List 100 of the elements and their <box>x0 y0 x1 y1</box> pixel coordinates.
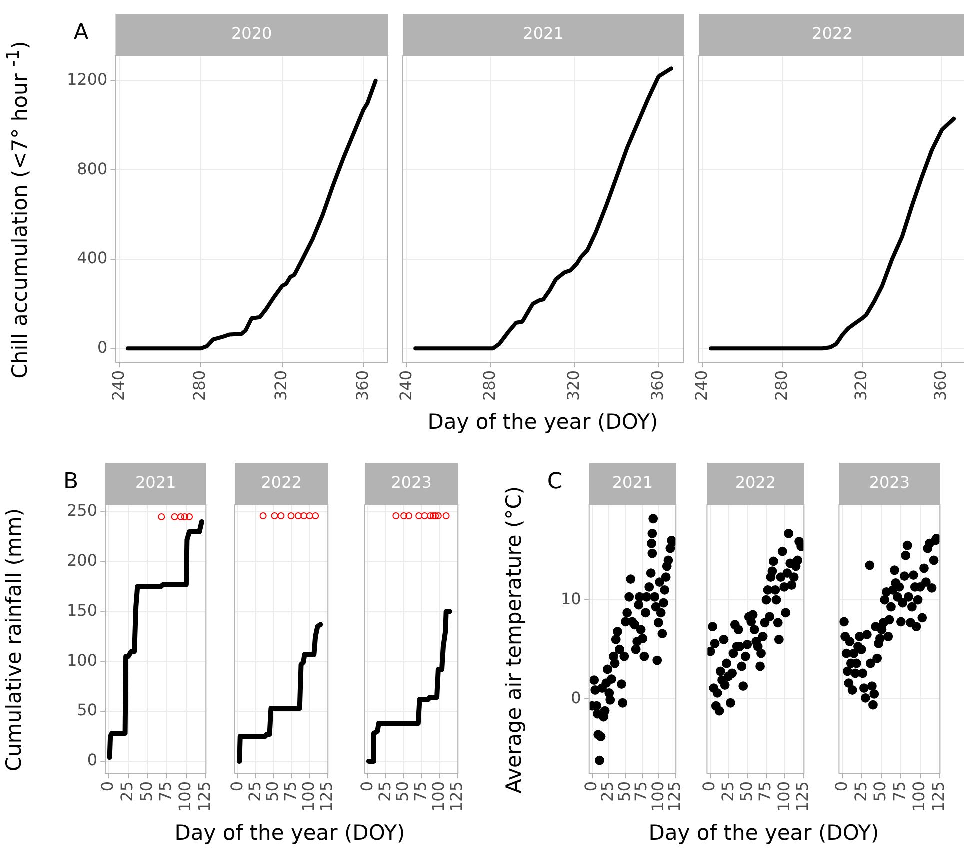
point <box>750 625 760 635</box>
y-axis-title: Average air temperature (°C) <box>501 485 527 796</box>
point <box>648 514 658 524</box>
x-tick-label: 125 <box>928 781 948 812</box>
x-tick-label: 75 <box>411 781 430 802</box>
x-tick-label: 125 <box>446 781 466 812</box>
point <box>738 682 748 691</box>
chart-title: 2021 <box>523 24 564 44</box>
point <box>613 627 622 636</box>
x-tick-label: 25 <box>375 781 394 802</box>
x-tick-label: 280 <box>480 370 500 402</box>
x-tick-label: 125 <box>792 781 812 812</box>
point <box>710 638 720 648</box>
point <box>760 618 770 628</box>
point <box>656 608 666 618</box>
x-tick-label: 125 <box>664 781 684 812</box>
point <box>600 706 610 716</box>
point <box>772 595 782 605</box>
point <box>740 652 750 662</box>
point <box>636 625 646 635</box>
point <box>610 658 620 668</box>
point <box>644 582 654 592</box>
x-tick-label: 360 <box>352 370 372 402</box>
point <box>756 648 766 658</box>
point <box>611 635 621 644</box>
point <box>742 640 752 650</box>
point <box>737 662 747 672</box>
point <box>756 662 765 672</box>
x-tick-label: 100 <box>429 781 448 812</box>
point <box>650 592 660 602</box>
point <box>646 568 656 578</box>
point <box>647 538 656 548</box>
point <box>782 568 792 578</box>
x-tick-label: 50 <box>870 781 890 802</box>
chart-title: 2022 <box>261 473 302 492</box>
x-tick-label: 0 <box>700 781 719 792</box>
point <box>765 612 774 622</box>
x-tick-label: 50 <box>614 781 634 802</box>
point <box>603 664 612 674</box>
point <box>716 666 726 676</box>
x-tick-label: 0 <box>227 781 246 792</box>
point <box>781 608 791 618</box>
x-tick-label: 25 <box>245 781 264 802</box>
point <box>634 600 644 610</box>
point <box>728 668 738 678</box>
point <box>762 595 772 605</box>
text: C <box>547 470 563 495</box>
chart-title: 2023 <box>869 473 910 492</box>
x-tick-label: 280 <box>772 370 791 402</box>
x-axis-title: Day of the year (DOY) <box>648 821 880 845</box>
x-tick-label: 100 <box>299 781 318 812</box>
point <box>596 732 606 742</box>
point <box>624 592 634 602</box>
point <box>622 608 632 618</box>
point <box>590 676 600 686</box>
y-tick-label: 0 <box>98 338 108 357</box>
y-tick-label: 100 <box>66 650 98 670</box>
point <box>626 574 636 584</box>
y-tick-label: 400 <box>77 248 108 268</box>
point <box>595 756 604 766</box>
point <box>659 598 668 608</box>
x-tick-label: 50 <box>737 781 756 802</box>
point <box>728 648 738 658</box>
chart-title: 2021 <box>135 473 176 492</box>
point <box>784 529 794 538</box>
x-tick-label: 0 <box>582 781 601 792</box>
point <box>631 644 641 654</box>
y-tick-label: 250 <box>66 501 98 520</box>
point <box>607 674 616 684</box>
point <box>640 652 650 662</box>
x-tick-label: 25 <box>118 781 137 802</box>
point <box>720 680 730 690</box>
point <box>774 635 784 644</box>
x-tick-label: 0 <box>98 781 118 792</box>
point <box>780 582 790 592</box>
point <box>714 706 724 716</box>
x-tick-label: 125 <box>316 781 336 812</box>
chart-title: 2022 <box>812 24 853 44</box>
point <box>770 585 780 595</box>
point <box>648 529 658 538</box>
point <box>641 608 650 618</box>
point <box>748 610 758 620</box>
x-tick-label: 320 <box>564 370 584 402</box>
chart-title: 2023 <box>391 473 432 492</box>
x-tick-label: 25 <box>598 781 618 802</box>
x-tick-label: 280 <box>190 370 210 402</box>
y-tick-label: 10 <box>561 589 582 608</box>
y-tick-label: 800 <box>77 159 108 178</box>
point <box>778 546 788 556</box>
point <box>655 578 664 587</box>
point <box>789 572 799 582</box>
x-tick-label: 0 <box>832 781 851 792</box>
point <box>734 625 744 635</box>
x-tick-label: 50 <box>263 781 282 802</box>
x-tick-label: 75 <box>890 781 910 802</box>
point <box>707 646 716 656</box>
x-axis-title: Day of the year (DOY) <box>174 821 406 845</box>
chart-title: 2021 <box>612 473 654 492</box>
x-tick-label: 50 <box>393 781 412 802</box>
x-tick-label: 320 <box>852 370 871 402</box>
